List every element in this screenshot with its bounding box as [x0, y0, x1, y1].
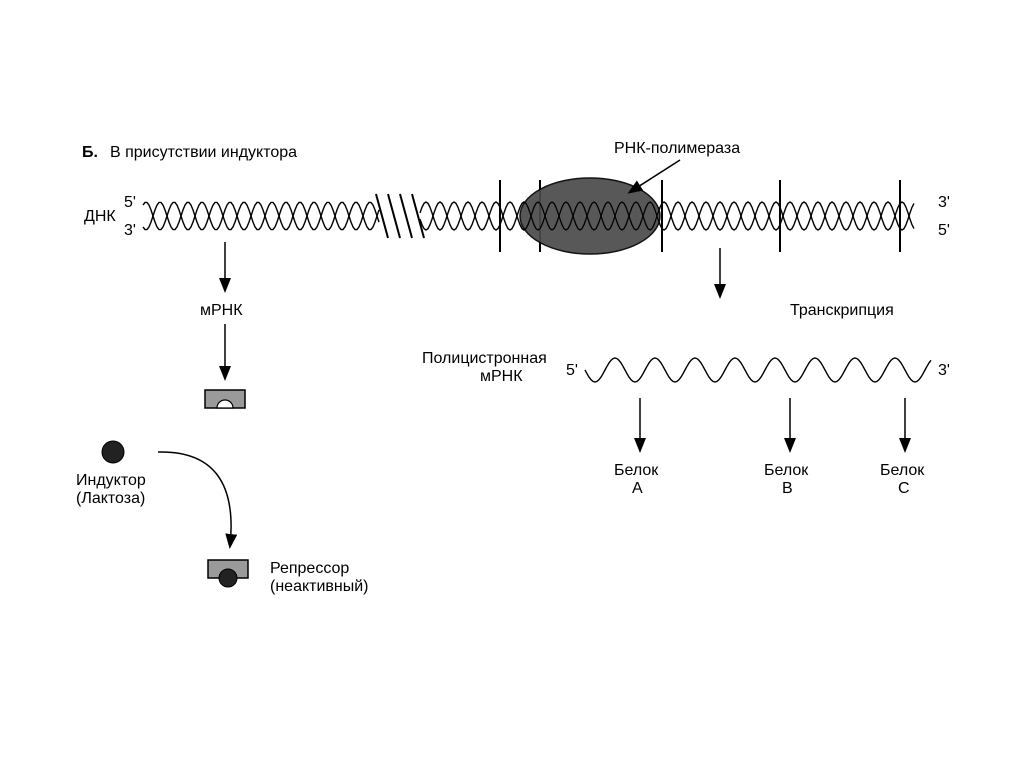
- diagram-svg: [0, 0, 1024, 767]
